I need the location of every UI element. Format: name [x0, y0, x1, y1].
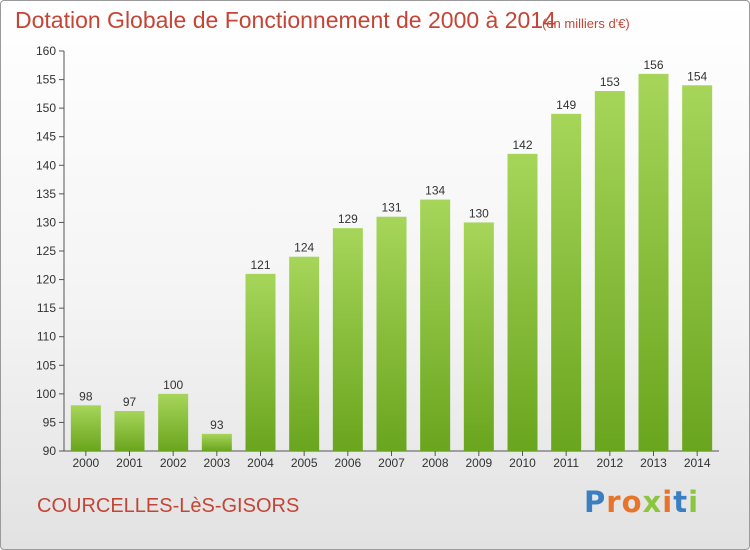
bar-value-label: 156: [643, 58, 663, 72]
logo-letter: P: [584, 485, 607, 519]
bar: [420, 199, 451, 451]
x-tick-label: 2006: [334, 456, 361, 470]
logo-letter: t: [673, 485, 689, 519]
y-tick-label: 95: [43, 415, 57, 429]
x-tick-label: 2013: [640, 456, 667, 470]
logo-letter: i: [662, 485, 674, 519]
bar-value-label: 149: [556, 98, 576, 112]
y-tick-label: 115: [37, 301, 56, 315]
x-tick-label: 2005: [291, 456, 318, 470]
x-tick-label: 2002: [160, 456, 187, 470]
x-tick-label: 2008: [422, 456, 449, 470]
logo-letter: x: [642, 485, 663, 519]
x-tick-label: 2004: [247, 456, 274, 470]
logo-letter: r: [606, 485, 622, 519]
chart-title: Dotation Globale de Fonctionnement de 20…: [15, 7, 556, 33]
x-tick-label: 2009: [465, 456, 492, 470]
bar-value-label: 142: [512, 138, 532, 152]
bar: [507, 153, 538, 451]
bar: [70, 405, 101, 451]
bar: [245, 273, 276, 451]
bar: [551, 113, 582, 451]
bar-value-label: 129: [338, 212, 358, 226]
bar: [463, 222, 494, 451]
x-tick-label: 2011: [553, 456, 579, 470]
y-tick-label: 145: [36, 130, 56, 144]
y-tick-label: 140: [36, 158, 56, 172]
x-tick-label: 2007: [378, 456, 405, 470]
y-tick-label: 130: [36, 215, 56, 229]
proxiti-logo: Proxiti: [584, 485, 699, 519]
y-tick-label: 150: [36, 101, 56, 115]
y-tick-label: 125: [36, 244, 56, 258]
commune-name: COURCELLES-LèS-GISORS: [37, 495, 300, 517]
bar-value-label: 97: [123, 395, 137, 409]
bar-value-label: 93: [210, 418, 224, 432]
y-tick-label: 155: [36, 73, 56, 87]
bar-value-label: 134: [425, 184, 445, 198]
bar: [594, 91, 625, 451]
y-tick-label: 100: [36, 387, 56, 401]
logo-letter: i: [688, 485, 700, 519]
y-tick-label: 110: [37, 330, 56, 344]
bar-value-label: 100: [163, 378, 183, 392]
bar: [158, 393, 189, 451]
y-tick-label: 160: [36, 44, 56, 58]
x-tick-label: 2010: [509, 456, 536, 470]
x-tick-label: 2012: [596, 456, 623, 470]
y-tick-label: 135: [36, 187, 56, 201]
bar-value-label: 154: [687, 69, 707, 83]
x-tick-label: 2000: [72, 456, 99, 470]
y-tick-label: 105: [36, 358, 56, 372]
logo-letter: o: [621, 485, 643, 519]
bar-value-label: 130: [469, 206, 489, 220]
bar: [332, 228, 363, 451]
bar: [201, 433, 232, 451]
bar: [638, 73, 669, 451]
y-tick-label: 90: [43, 444, 57, 458]
bar: [682, 85, 713, 452]
bar-value-label: 131: [381, 201, 401, 215]
x-tick-label: 2014: [684, 456, 711, 470]
bar: [376, 216, 407, 451]
bar: [289, 256, 320, 451]
bar-value-label: 121: [250, 258, 270, 272]
bar: [114, 411, 145, 451]
y-tick-label: 120: [36, 273, 56, 287]
bar-value-label: 124: [294, 241, 314, 255]
x-tick-label: 2003: [203, 456, 230, 470]
x-tick-label: 2001: [116, 456, 143, 470]
chart-unit-note: (en milliers d'€): [542, 16, 630, 31]
bar-value-label: 98: [79, 389, 93, 403]
bar-value-label: 153: [600, 75, 620, 89]
